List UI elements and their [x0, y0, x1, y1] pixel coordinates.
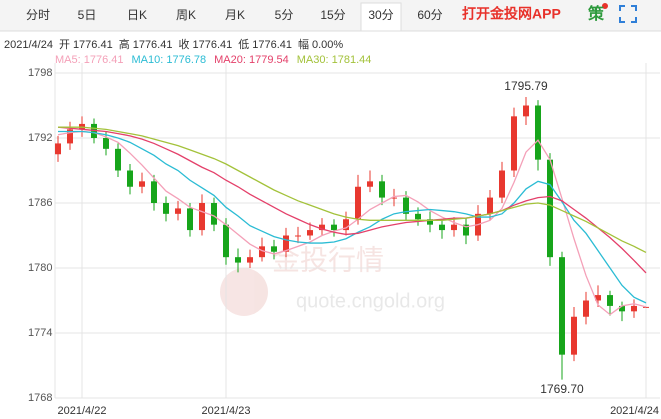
ma-line: [57, 130, 647, 316]
candle-body: [151, 181, 157, 203]
info-value: 0.00%: [312, 39, 343, 51]
candle-body: [535, 105, 541, 160]
info-label: 幅: [298, 38, 309, 51]
candle-body: [103, 138, 109, 149]
y-tick-label: 1786: [28, 197, 52, 209]
watermark-url: quote.cngold.org: [296, 290, 445, 312]
strategy-icon[interactable]: 策: [587, 4, 605, 23]
candle-body: [223, 224, 229, 258]
candle-body: [439, 224, 445, 231]
candle-body: [187, 208, 193, 231]
candle-body: [283, 235, 289, 252]
candle-body: [199, 203, 205, 231]
tab-bar: [0, 0, 661, 31]
tabs: 分时 5日 日K 周K 月K 5分 15分 30分 60分: [26, 2, 443, 32]
extreme-label: 1795.79: [504, 79, 548, 93]
info-label: 开: [59, 39, 70, 51]
candle-body: [211, 203, 217, 225]
fullscreen-icon[interactable]: [619, 5, 637, 23]
info-label: 高: [119, 37, 130, 51]
info-value: 1776.41: [133, 39, 173, 51]
candle-body: [415, 213, 421, 220]
candle-body: [175, 208, 181, 214]
candle-body: [619, 305, 625, 312]
candle-body: [127, 170, 133, 187]
candle-body: [67, 129, 73, 144]
y-tick-label: 1792: [28, 132, 52, 144]
y-tick-label: 1768: [28, 392, 52, 404]
tab[interactable]: 30分: [368, 8, 393, 22]
candle-body: [427, 219, 433, 225]
candle-body: [463, 224, 469, 236]
candle-body: [499, 170, 505, 198]
candle-body: [391, 197, 397, 199]
info-label: 收: [178, 37, 189, 51]
extreme-label: 1769.70: [540, 382, 584, 396]
active-tab-bg: [360, 2, 402, 32]
tab[interactable]: 15分: [320, 8, 345, 22]
candle-body: [523, 105, 529, 117]
y-tick-label: 1780: [28, 262, 52, 274]
info-label: 低: [238, 38, 249, 51]
candle-body: [319, 224, 325, 231]
tab[interactable]: 5日: [78, 8, 97, 22]
ma-line: [58, 126, 647, 253]
legend-entry: MA30: 1781.44: [297, 54, 372, 66]
candle-body: [451, 224, 457, 231]
candle-body: [343, 219, 349, 231]
tab[interactable]: 月K: [225, 8, 245, 22]
candle-body: [571, 316, 577, 355]
watermark: 金投行情 quote.cngold.org: [220, 244, 445, 316]
candle-body: [487, 197, 493, 214]
candle-body: [139, 181, 145, 187]
candle-body: [295, 235, 301, 237]
info-value: 1776.41: [73, 39, 113, 51]
tab[interactable]: 周K: [176, 8, 196, 22]
legend-entry: MA20: 1779.54: [214, 54, 289, 66]
candle-body: [163, 203, 169, 214]
candle-body: [355, 186, 361, 220]
candle-body: [403, 197, 409, 214]
candle-body: [511, 116, 517, 171]
tab[interactable]: 5分: [275, 8, 294, 22]
candle-body: [55, 143, 61, 155]
candle-body: [607, 295, 613, 306]
candle-body: [307, 230, 313, 236]
watermark-logo: [220, 268, 268, 316]
x-tick-label: 2021/4/24: [610, 405, 659, 417]
app-link[interactable]: 打开金投网APP: [462, 6, 561, 22]
candle-body: [115, 148, 121, 171]
candle-body: [643, 306, 649, 308]
tab[interactable]: 日K: [127, 8, 147, 22]
tab[interactable]: 分时: [26, 8, 50, 22]
candle-body: [367, 181, 373, 187]
x-tick-label: 2021/4/22: [58, 405, 107, 417]
candle-body: [559, 257, 565, 355]
badge-dot: [602, 3, 608, 9]
candle-body: [595, 295, 601, 301]
candle-body: [547, 159, 553, 258]
candle-body: [259, 246, 265, 258]
y-tick-label: 1798: [28, 67, 52, 79]
y-tick-label: 1774: [28, 327, 52, 339]
ma-line: [58, 130, 647, 304]
info-value: 1776.41: [252, 39, 292, 51]
legend-entry: MA10: 1776.78: [132, 54, 207, 66]
ma-line: [57, 126, 647, 274]
candle-body: [379, 181, 385, 198]
candle-body: [583, 300, 589, 317]
info-line: 2021/4/24 开 1776.41 高 1776.41 收 1776.41 低 1776.4…: [4, 37, 343, 51]
candle-body: [271, 246, 277, 252]
candle-body: [331, 224, 337, 231]
tab[interactable]: 60分: [417, 8, 442, 22]
x-tick-label: 2021/4/23: [202, 405, 251, 417]
candle-body: [235, 257, 241, 263]
info-value: 1776.41: [192, 39, 232, 51]
candle-body: [247, 257, 253, 263]
candle-body: [631, 305, 637, 312]
legend-entry: MA5: 1776.41: [55, 54, 124, 66]
info-date: 2021/4/24: [4, 39, 53, 51]
